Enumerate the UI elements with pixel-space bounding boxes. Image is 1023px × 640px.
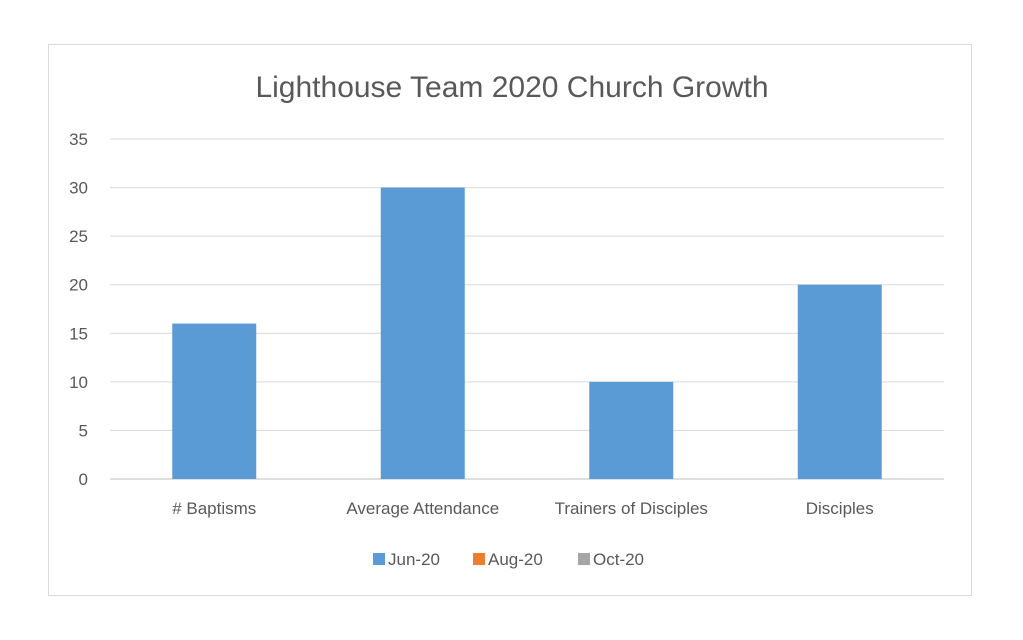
legend-label: Jun-20 <box>388 550 440 569</box>
y-tick-label: 35 <box>69 130 88 149</box>
y-tick-label: 20 <box>69 276 88 295</box>
y-tick-label: 25 <box>69 227 88 246</box>
bar-jun-20-0 <box>172 323 257 479</box>
bar-jun-20-2 <box>589 381 674 479</box>
legend-label: Aug-20 <box>488 550 543 569</box>
x-category-label: # Baptisms <box>172 499 256 518</box>
legend-swatch <box>578 553 590 565</box>
y-tick-label: 15 <box>69 324 88 343</box>
bars <box>172 187 882 480</box>
y-tick-label: 10 <box>69 373 88 392</box>
legend-label: Oct-20 <box>593 550 644 569</box>
y-tick-label: 5 <box>79 421 88 440</box>
x-category-label: Average Attendance <box>346 499 499 518</box>
legend: Jun-20 Aug-20 Oct-20 <box>373 550 644 569</box>
legend-swatch <box>373 553 385 565</box>
bar-jun-20-1 <box>380 187 465 480</box>
y-tick-label: 30 <box>69 179 88 198</box>
y-tick-label: 0 <box>79 470 88 489</box>
chart-title: Lighthouse Team 2020 Church Growth <box>255 71 768 104</box>
x-category-label: Disciples <box>806 499 874 518</box>
bar-jun-20-3 <box>797 284 882 479</box>
x-category-label: Trainers of Disciples <box>555 499 708 518</box>
legend-swatch <box>473 553 485 565</box>
y-axis-ticks: 0 5 10 15 20 25 30 35 <box>69 130 88 489</box>
x-axis-categories: # Baptisms Average Attendance Trainers of … <box>172 499 874 518</box>
